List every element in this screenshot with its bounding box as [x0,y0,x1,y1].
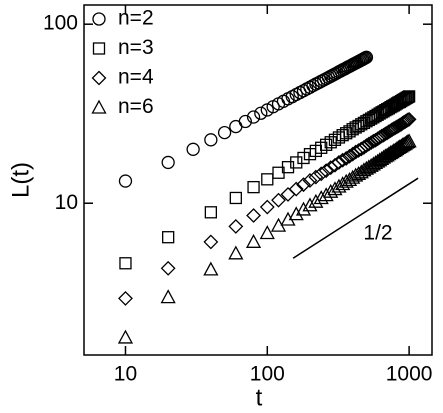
marker-circle [161,155,175,170]
marker-diamond [313,166,329,182]
marker-triangle [203,261,219,276]
marker-circle [92,12,106,26]
marker-triangle [91,99,107,114]
marker-square [204,206,218,219]
marker-diamond [246,208,261,223]
marker-square [290,156,303,169]
y-tick-label: 10 [55,191,78,214]
x-axis-label: t [256,384,263,411]
marker-triangle [348,167,364,182]
marker-square [247,180,260,194]
marker-triangle [400,134,416,149]
marker-triangle [401,133,417,148]
marker-triangle [323,183,339,198]
marker-square [399,92,412,105]
marker-diamond [91,70,107,86]
marker-diamond [342,148,357,164]
marker-diamond [401,111,417,127]
marker-diamond [203,234,219,250]
marker-triangle [302,197,318,212]
marker-diamond [160,260,176,276]
marker-square [324,136,337,149]
x-tick-label: 100 [250,363,285,386]
marker-triangle [288,206,304,221]
marker-triangle [295,201,312,216]
marker-square [92,42,106,55]
marker-diamond [296,177,311,193]
marker-circle [217,125,232,140]
marker-diamond [302,173,318,188]
marker-triangle [117,329,134,344]
marker-circle [238,114,252,129]
marker-square [119,257,132,270]
plot-frame [83,4,433,356]
marker-square [297,151,310,165]
legend-label: n=6 [118,95,154,118]
marker-diamond [259,199,275,215]
marker-triangle [399,134,415,149]
marker-circle [359,50,374,64]
marker-circle [204,133,218,147]
reference-label: 1/2 [363,222,392,245]
legend-label: n=3 [118,36,154,59]
marker-square [332,131,346,144]
legend-label: n=4 [118,66,154,89]
marker-triangle [395,137,411,152]
marker-circle [246,110,261,124]
x-tick-label: 10 [114,363,137,386]
marker-circle [118,174,133,188]
marker-triangle [160,289,176,304]
marker-triangle [327,181,343,196]
y-tick-label: 100 [43,12,78,35]
legend-label: n=2 [118,7,154,30]
marker-square [328,133,342,146]
marker-triangle [259,225,275,240]
y-axis-label: L(t) [7,162,34,198]
marker-diamond [308,169,324,185]
marker-square [261,173,274,186]
marker-square [162,231,175,244]
marker-circle [186,142,200,156]
marker-triangle [396,136,412,151]
marker-diamond [335,152,351,168]
marker-diamond [338,150,354,166]
marker-square [229,191,242,205]
marker-diamond [359,138,374,153]
marker-diamond [318,163,334,179]
marker-square [400,91,413,104]
x-tick-label: 1000 [386,363,433,386]
marker-diamond [331,155,347,170]
marker-square [402,90,416,103]
marker-square [281,161,295,174]
marker-diamond [271,192,286,208]
marker-circle [254,106,268,120]
reference-line [292,177,419,259]
marker-diamond [228,219,244,234]
marker-diamond [288,181,304,197]
marker-triangle [393,138,409,153]
marker-diamond [118,290,133,306]
marker-triangle [228,245,244,260]
marker-triangle [245,233,262,248]
